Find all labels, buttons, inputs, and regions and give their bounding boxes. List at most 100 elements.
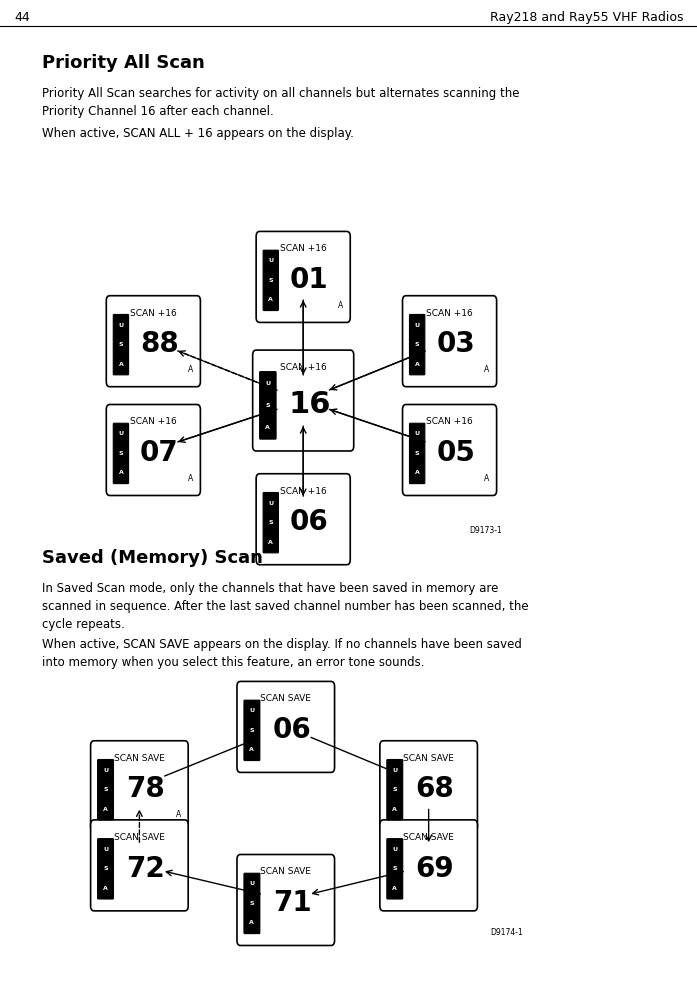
Text: S: S <box>392 787 397 792</box>
FancyBboxPatch shape <box>113 423 128 484</box>
Text: A: A <box>268 298 273 303</box>
Text: S: S <box>268 278 273 283</box>
Text: Priority All Scan: Priority All Scan <box>42 54 205 72</box>
Text: 78: 78 <box>126 775 165 803</box>
FancyBboxPatch shape <box>409 315 424 375</box>
Text: U: U <box>250 708 254 713</box>
Text: 06: 06 <box>273 716 312 744</box>
Text: A: A <box>188 474 193 483</box>
Text: Ray218 and Ray55 VHF Radios: Ray218 and Ray55 VHF Radios <box>489 11 683 25</box>
Text: A: A <box>392 886 397 891</box>
Text: SCAN SAVE: SCAN SAVE <box>261 694 311 703</box>
Text: 72: 72 <box>126 854 165 882</box>
Text: S: S <box>103 866 108 871</box>
Text: A: A <box>415 471 420 476</box>
Text: D9174-1: D9174-1 <box>490 928 523 937</box>
FancyBboxPatch shape <box>113 315 128 375</box>
Text: A: A <box>250 748 254 753</box>
Text: 06: 06 <box>290 508 329 536</box>
Text: A: A <box>188 365 193 374</box>
Text: SCAN SAVE: SCAN SAVE <box>261 867 311 876</box>
Text: U: U <box>266 381 270 386</box>
FancyBboxPatch shape <box>256 231 350 322</box>
Text: S: S <box>250 728 254 733</box>
Text: S: S <box>118 451 123 456</box>
Text: U: U <box>392 767 397 772</box>
FancyBboxPatch shape <box>402 296 496 387</box>
Text: A: A <box>103 807 108 812</box>
Text: U: U <box>118 431 123 436</box>
FancyBboxPatch shape <box>263 493 278 553</box>
Text: 05: 05 <box>436 439 475 467</box>
FancyBboxPatch shape <box>237 681 335 772</box>
Text: Priority All Scan searches for activity on all channels but alternates scanning : Priority All Scan searches for activity … <box>42 87 519 118</box>
FancyBboxPatch shape <box>91 820 188 911</box>
FancyBboxPatch shape <box>98 760 114 820</box>
Text: A: A <box>484 474 489 483</box>
FancyBboxPatch shape <box>237 854 335 945</box>
Text: SCAN +16: SCAN +16 <box>279 244 327 253</box>
Text: 44: 44 <box>14 11 30 25</box>
Text: A: A <box>176 810 181 819</box>
Text: 68: 68 <box>415 775 454 803</box>
FancyBboxPatch shape <box>402 405 496 495</box>
FancyBboxPatch shape <box>263 250 278 311</box>
Text: SCAN +16: SCAN +16 <box>130 417 177 426</box>
Text: 01: 01 <box>290 266 328 294</box>
Text: 16: 16 <box>289 390 331 418</box>
Text: S: S <box>103 787 108 792</box>
Text: A: A <box>484 365 489 374</box>
FancyBboxPatch shape <box>387 839 403 899</box>
Text: D9173-1: D9173-1 <box>469 526 502 535</box>
FancyBboxPatch shape <box>409 423 424 484</box>
Text: U: U <box>415 431 420 436</box>
FancyBboxPatch shape <box>244 873 260 934</box>
Text: SCAN SAVE: SCAN SAVE <box>404 754 454 763</box>
Text: S: S <box>118 342 123 347</box>
Text: U: U <box>250 881 254 886</box>
Text: S: S <box>266 403 270 407</box>
Text: U: U <box>103 847 108 852</box>
FancyBboxPatch shape <box>380 741 477 832</box>
FancyBboxPatch shape <box>98 839 114 899</box>
Text: SCAN +16: SCAN +16 <box>279 363 327 372</box>
Text: S: S <box>415 342 420 347</box>
Text: S: S <box>268 520 273 525</box>
FancyBboxPatch shape <box>387 760 403 820</box>
FancyBboxPatch shape <box>259 372 276 439</box>
Text: A: A <box>415 362 420 367</box>
Text: A: A <box>268 540 273 545</box>
Text: U: U <box>415 322 420 327</box>
FancyBboxPatch shape <box>244 700 260 761</box>
FancyBboxPatch shape <box>252 350 353 451</box>
Text: Saved (Memory) Scan: Saved (Memory) Scan <box>42 549 263 567</box>
Text: S: S <box>250 901 254 906</box>
Text: 03: 03 <box>436 330 475 358</box>
Text: A: A <box>118 362 123 367</box>
Text: 07: 07 <box>140 439 179 467</box>
FancyBboxPatch shape <box>256 474 350 565</box>
Text: A: A <box>250 921 254 926</box>
FancyBboxPatch shape <box>106 405 201 495</box>
Text: A: A <box>103 886 108 891</box>
Text: U: U <box>103 767 108 772</box>
Text: SCAN SAVE: SCAN SAVE <box>114 754 164 763</box>
Text: SCAN +16: SCAN +16 <box>279 487 327 495</box>
Text: A: A <box>338 301 343 310</box>
Text: U: U <box>268 258 273 263</box>
Text: SCAN SAVE: SCAN SAVE <box>404 833 454 842</box>
Text: 71: 71 <box>273 889 312 917</box>
Text: SCAN +16: SCAN +16 <box>426 309 473 317</box>
Text: When active, SCAN SAVE appears on the display. If no channels have been saved
in: When active, SCAN SAVE appears on the di… <box>42 638 521 669</box>
Text: 88: 88 <box>140 330 179 358</box>
Text: A: A <box>392 807 397 812</box>
Text: In Saved Scan mode, only the channels that have been saved in memory are
scanned: In Saved Scan mode, only the channels th… <box>42 582 528 631</box>
FancyBboxPatch shape <box>380 820 477 911</box>
Text: U: U <box>118 322 123 327</box>
Text: When active, SCAN ALL + 16 appears on the display.: When active, SCAN ALL + 16 appears on th… <box>42 127 353 139</box>
Text: SCAN +16: SCAN +16 <box>426 417 473 426</box>
Text: S: S <box>392 866 397 871</box>
Text: S: S <box>415 451 420 456</box>
FancyBboxPatch shape <box>106 296 201 387</box>
Text: U: U <box>268 500 273 505</box>
